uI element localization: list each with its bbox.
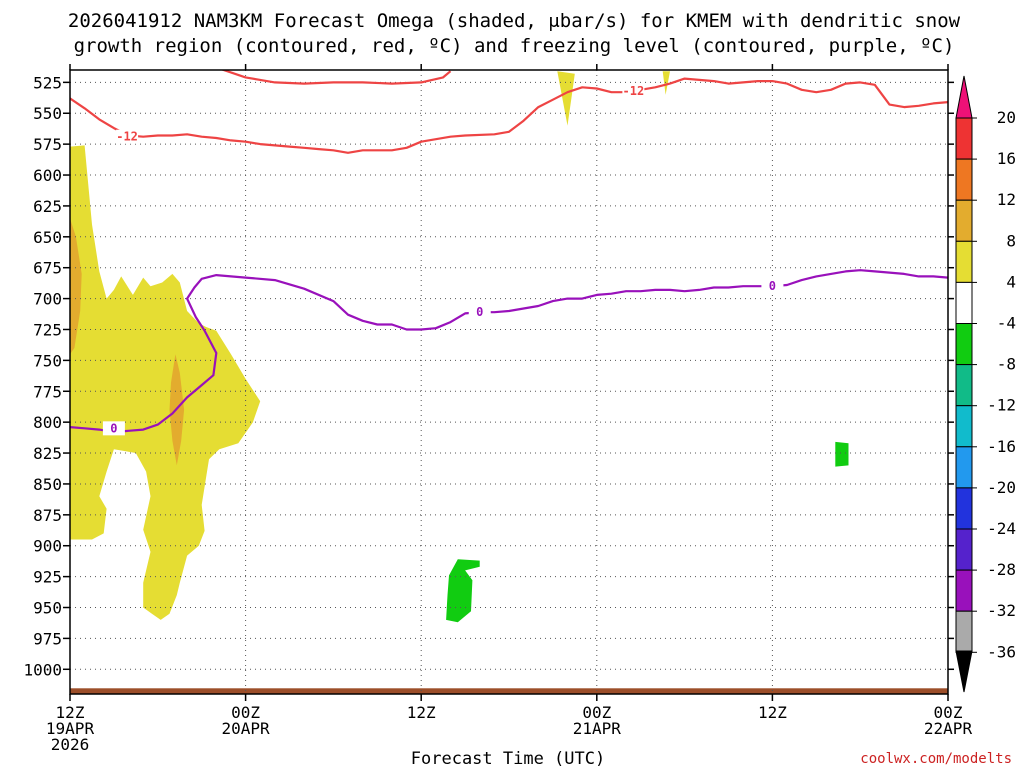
omega-shade-6 [835, 441, 849, 467]
chart-title-line1: 2026041912 NAM3KM Forecast Omega (shaded… [68, 10, 961, 32]
x-tick-label-12-2: 20APR [222, 719, 271, 738]
plot-frame [69, 69, 949, 695]
y-tick-label-850: 850 [33, 475, 62, 494]
contour-line-1 [70, 77, 948, 154]
colorbar-label-5: -4 [997, 314, 1016, 333]
y-tick-label-800: 800 [33, 413, 62, 432]
y-tick-label-525: 525 [33, 73, 62, 92]
omega-shade-3 [70, 218, 82, 355]
x-tick-label-0-3: 2026 [51, 735, 90, 754]
colorbar-label-7: -12 [987, 396, 1016, 415]
colorbar-label-1: 16 [997, 149, 1016, 168]
chart-title-line2: growth region (contoured, red, ºC) and f… [74, 35, 955, 57]
x-tick-label-24-1: 12Z [407, 703, 436, 722]
colorbar-label-12: -32 [987, 601, 1016, 620]
y-tick-label-725: 725 [33, 320, 62, 339]
omega-shade-2 [662, 71, 670, 95]
x-tick-label-0-2: 19APR [46, 719, 95, 738]
colorbar-label-6: -8 [997, 355, 1016, 374]
y-tick-label-675: 675 [33, 259, 62, 278]
credit-text: coolwx.com/modelts [860, 751, 1012, 767]
colorbar-seg-4 [955, 240, 973, 283]
x-tick-label-36-2: 21APR [573, 719, 622, 738]
y-tick-label-775: 775 [33, 382, 62, 401]
contour-label-bg-x2 [761, 279, 784, 294]
omega-shade-1 [557, 71, 575, 126]
colorbar: 20 16 12 8 4 -4 -8 -12 -16 -20 -24 -28 -32 -36 [955, 75, 1016, 693]
y-tick-label-975: 975 [33, 629, 62, 648]
terrain-fill [70, 688, 948, 694]
colorbar-label-3: 8 [1006, 231, 1016, 250]
y-tick-label-625: 625 [33, 197, 62, 216]
colorbar-seg-13 [955, 610, 973, 653]
colorbar-label-11: -28 [987, 560, 1016, 579]
y-tick-label-875: 875 [33, 506, 62, 525]
colorbar-seg-11 [955, 528, 973, 571]
colorbar-label-4: 4 [1006, 272, 1016, 291]
colorbar-seg-7 [955, 364, 973, 407]
x-tick-label-60-1: 00Z [934, 703, 963, 722]
contour-label-bg-x1 [468, 305, 491, 320]
colorbar-label-13: -36 [987, 642, 1016, 661]
y-tick-label-1000: 1000 [23, 660, 62, 679]
plot-inner: -12 0 -12 0 0 [70, 70, 948, 694]
colorbar-seg-1 [955, 117, 973, 160]
axes: 525 550 575 600 625 650 675 700 725 750 775 800 825 8… [23, 64, 972, 754]
omega-shade-0 [70, 145, 261, 620]
contour-label-x1: 0 [476, 305, 483, 319]
y-tick-label-700: 700 [33, 290, 62, 309]
colorbar-seg-2 [955, 158, 973, 201]
contour-label-bg-1 [116, 129, 139, 144]
contour-line-0 [220, 70, 452, 85]
y-tick-label-950: 950 [33, 599, 62, 618]
colorbar-seg-8 [955, 405, 973, 448]
colorbar-seg-10 [955, 487, 973, 530]
y-tick-label-750: 750 [33, 351, 62, 370]
y-tick-label-925: 925 [33, 568, 62, 587]
contour-label-x2: 0 [769, 279, 776, 293]
omega-shade-5 [446, 559, 480, 623]
colorbar-seg-6 [955, 323, 973, 366]
x-tick-label-48-1: 12Z [758, 703, 787, 722]
y-tick-label-825: 825 [33, 444, 62, 463]
contour-label-bg-x0 [622, 84, 645, 99]
colorbar-label-8: -16 [987, 437, 1016, 456]
contour-label-1: -12 [116, 130, 138, 144]
x-tick-label-12-1: 00Z [231, 703, 260, 722]
y-tick-label-650: 650 [33, 228, 62, 247]
colorbar-label-2: 12 [997, 190, 1016, 209]
colorbar-seg-12 [955, 569, 973, 612]
y-tick-label-575: 575 [33, 135, 62, 154]
contour-label-bg-2 [102, 421, 125, 436]
y-tick-label-900: 900 [33, 537, 62, 556]
plot-area: -12 0 -12 0 0 [70, 70, 948, 694]
colorbar-seg-9 [955, 446, 973, 489]
x-tick-label-60-2: 22APR [924, 719, 973, 738]
colorbar-seg-14 [955, 650, 973, 693]
colorbar-seg-0 [955, 75, 973, 119]
x-tick-label-36-1: 00Z [582, 703, 611, 722]
colorbar-label-0: 20 [997, 108, 1016, 127]
contour-label-2: 0 [110, 421, 117, 435]
y-tick-label-550: 550 [33, 104, 62, 123]
x-axis-label: Forecast Time (UTC) [411, 749, 605, 768]
y-tick-label-600: 600 [33, 166, 62, 185]
colorbar-seg-5 [955, 281, 973, 324]
colorbar-seg-3 [955, 199, 973, 242]
colorbar-label-9: -20 [987, 478, 1016, 497]
contour-label-x0: -12 [623, 84, 645, 98]
x-tick-label-0-1: 12Z [56, 703, 85, 722]
colorbar-label-10: -24 [987, 519, 1016, 538]
